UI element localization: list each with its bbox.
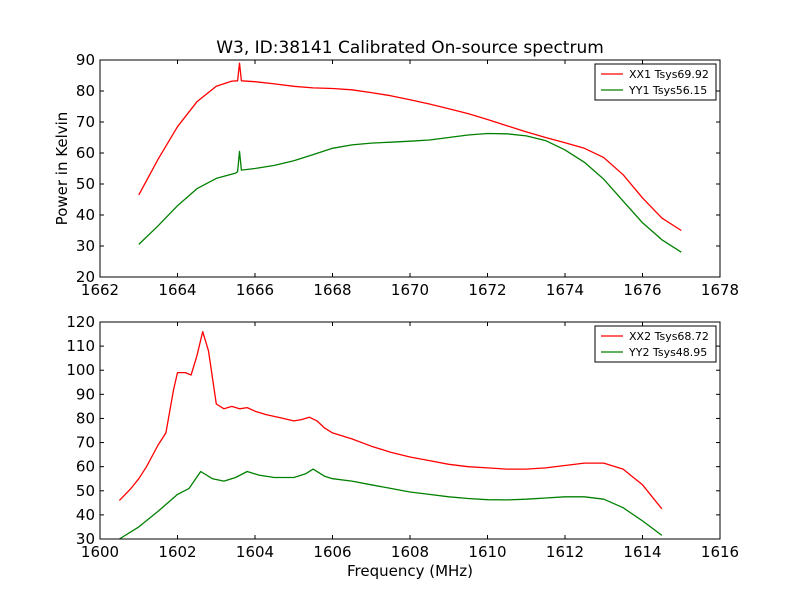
y-tick-label: 80 [76, 409, 95, 427]
x-tick-label: 1674 [546, 281, 584, 299]
y-tick-label: 50 [76, 482, 95, 500]
y-tick-label: 80 [76, 82, 95, 100]
y-tick-label: 20 [76, 268, 95, 286]
series-line-yy2 [119, 468, 663, 540]
y-tick-label: 50 [76, 175, 95, 193]
legend-entry: YY1 Tsys56.15 [628, 84, 707, 97]
x-tick-label: 1668 [313, 281, 351, 299]
figure-title: W3, ID:38141 Calibrated On-source spectr… [216, 38, 604, 58]
series-line-xx2 [118, 330, 663, 510]
x-tick-label: 1670 [391, 281, 429, 299]
x-axis-label: Frequency (MHz) [347, 562, 473, 580]
x-tick-label: 1604 [236, 543, 274, 561]
x-tick-label: 1612 [546, 543, 584, 561]
x-tick-label: 1600 [81, 543, 119, 561]
legend-box [594, 63, 717, 101]
y-tick-label: 40 [76, 206, 95, 224]
x-tick-label: 1664 [158, 281, 196, 299]
y-tick-label: 120 [66, 313, 95, 331]
legend-entry: YY2 Tsys48.95 [628, 346, 707, 359]
x-tick-label: 1672 [468, 281, 506, 299]
x-tick-label: 1662 [81, 281, 119, 299]
y-tick-label: 60 [76, 144, 95, 162]
top-plot: 1662 1664 1666 1668 1670 1672 1674 1676 1678 20 30… [53, 51, 739, 299]
y-tick-label: 60 [76, 458, 95, 476]
bottom-plot: 1600 1602 1604 1606 1608 1610 1612 1614 1616 30 40… [66, 313, 739, 580]
y-axis-label: Power in Kelvin [53, 112, 71, 226]
y-tick-label: 90 [76, 385, 95, 403]
y-tick-label: 30 [76, 237, 95, 255]
x-tick-label: 1602 [158, 543, 196, 561]
legend-entry: XX1 Tsys69.92 [629, 68, 709, 81]
y-tick-label: 100 [66, 361, 95, 379]
x-tick-label: 1676 [623, 281, 661, 299]
y-tick-label: 90 [76, 51, 95, 69]
legend-entry: XX2 Tsys68.72 [629, 330, 709, 343]
x-tick-label: 1678 [701, 281, 739, 299]
y-tick-label: 70 [76, 434, 95, 452]
x-tick-label: 1606 [313, 543, 351, 561]
x-tick-label: 1616 [701, 543, 739, 561]
x-tick-label: 1608 [391, 543, 429, 561]
y-tick-label: 70 [76, 113, 95, 131]
x-tick-label: 1666 [236, 281, 274, 299]
x-tick-label: 1614 [623, 543, 661, 561]
legend-box [594, 325, 717, 363]
series-line-yy1 [138, 132, 682, 253]
y-tick-label: 40 [76, 506, 95, 524]
y-tick-label: 30 [76, 530, 95, 548]
series-line-xx1 [138, 62, 682, 232]
y-tick-label: 110 [66, 337, 95, 355]
x-tick-label: 1610 [468, 543, 506, 561]
